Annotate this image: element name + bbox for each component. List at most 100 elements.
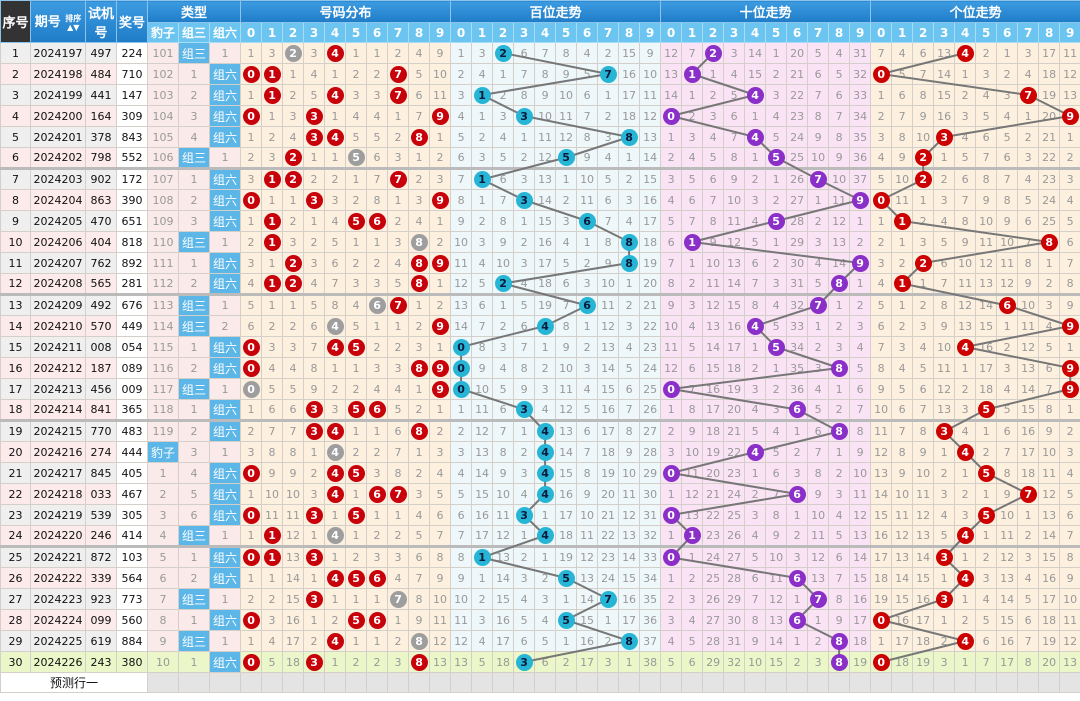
prediction-cell[interactable] xyxy=(408,672,431,693)
prediction-cell[interactable] xyxy=(178,672,210,693)
ge-cell: 10 xyxy=(933,336,956,358)
ge-cell: 15 xyxy=(912,567,935,589)
prediction-cell[interactable] xyxy=(639,672,662,693)
shi-cell: 4 xyxy=(765,105,788,127)
prediction-cell[interactable] xyxy=(450,672,473,693)
shi-cell: 8 xyxy=(681,399,704,421)
ge-cell: 3 xyxy=(1017,545,1040,568)
type-miss-cell: 8 xyxy=(147,609,179,631)
prediction-cell[interactable] xyxy=(1059,672,1080,693)
award-cell: 309 xyxy=(116,105,148,127)
sort-icon[interactable]: 排序 ▲▼ xyxy=(65,13,82,32)
ge-cell: 1 xyxy=(891,273,914,295)
prediction-cell[interactable] xyxy=(576,672,599,693)
ge-cell: 12 xyxy=(912,504,935,526)
prediction-cell[interactable] xyxy=(702,672,725,693)
prediction-cell[interactable] xyxy=(303,672,326,693)
prediction-cell[interactable] xyxy=(240,672,263,693)
shi-cell: 10 xyxy=(702,252,725,274)
dist-cell: 3 xyxy=(324,189,347,211)
dist-cell: 1 xyxy=(303,609,326,631)
issue-cell: 2024200 xyxy=(30,105,86,127)
seq-cell: 26 xyxy=(0,567,31,589)
shi-cell: 4 xyxy=(744,441,767,463)
ge-cell: 7 xyxy=(912,63,935,85)
prediction-cell[interactable] xyxy=(828,672,851,693)
dist-cell: 4 xyxy=(324,336,347,358)
bai-cell: 9 xyxy=(513,378,536,400)
ge-cell: 17 xyxy=(1038,42,1061,64)
shi-cell: 7 xyxy=(807,441,830,463)
issue-cell: 2024211 xyxy=(30,336,86,358)
shi-cell: 2 xyxy=(786,525,809,547)
shi-cell: 1 xyxy=(681,252,704,274)
type-miss-cell: 10 xyxy=(147,651,179,673)
dist-cell: 1 xyxy=(324,105,347,127)
prediction-cell[interactable] xyxy=(891,672,914,693)
ge-cell: 9 xyxy=(891,147,914,169)
shi-cell: 0 xyxy=(660,378,683,400)
prediction-cell[interactable] xyxy=(324,672,347,693)
issue-cell: 2024224 xyxy=(30,609,86,631)
bai-cell: 4 xyxy=(597,147,620,169)
prediction-cell[interactable] xyxy=(1017,672,1040,693)
dist-cell: 2 xyxy=(282,315,305,337)
prediction-cell[interactable] xyxy=(681,672,704,693)
dist-ball-icon: 5 xyxy=(347,149,365,166)
prediction-cell[interactable] xyxy=(723,672,746,693)
dist-ball-icon: 1 xyxy=(263,549,281,566)
prediction-cell[interactable] xyxy=(912,672,935,693)
prediction-cell[interactable] xyxy=(366,672,389,693)
prediction-cell[interactable] xyxy=(555,672,578,693)
ge-cell: 12 xyxy=(870,441,893,463)
ge-cell: 15 xyxy=(933,84,956,106)
dist-cell: 6 xyxy=(408,545,431,568)
prediction-cell[interactable] xyxy=(933,672,956,693)
bai-cell: 1 xyxy=(576,231,599,253)
prediction-cell[interactable] xyxy=(954,672,977,693)
shi-cell: 13 xyxy=(681,504,704,526)
prediction-cell[interactable] xyxy=(429,672,452,693)
table-row: 26 2024222 339 564 6 2 组六 1 1 14 1 4 5 6 4 7 9 9 1 14 3 2 5 13 2… xyxy=(0,567,1080,589)
issue-cell: 2024203 xyxy=(30,167,86,190)
prediction-cell[interactable] xyxy=(807,672,830,693)
prediction-cell[interactable] xyxy=(660,672,683,693)
prediction-cell[interactable] xyxy=(208,672,242,693)
prediction-cell[interactable] xyxy=(870,672,893,693)
prediction-cell[interactable] xyxy=(534,672,557,693)
dist-cell: 2 xyxy=(345,441,368,463)
prediction-cell[interactable] xyxy=(513,672,536,693)
ge-cell: 6 xyxy=(975,126,998,148)
ge-cell: 1 xyxy=(996,315,1019,337)
shi-cell: 6 xyxy=(786,399,809,421)
prediction-cell[interactable] xyxy=(345,672,368,693)
prediction-cell[interactable] xyxy=(597,672,620,693)
prediction-cell[interactable] xyxy=(849,672,872,693)
dist-cell: 6 xyxy=(366,210,389,232)
shi-cell: 1 xyxy=(660,483,683,505)
prediction-cell[interactable] xyxy=(261,672,284,693)
ge-digit-header: 5 xyxy=(975,22,998,43)
header-issue[interactable]: 期号 排序 ▲▼ xyxy=(30,0,86,43)
prediction-cell[interactable] xyxy=(786,672,809,693)
bai-cell: 2 xyxy=(597,105,620,127)
prediction-cell[interactable] xyxy=(471,672,494,693)
prediction-cell[interactable] xyxy=(744,672,767,693)
prediction-cell[interactable] xyxy=(996,672,1019,693)
prediction-cell[interactable] xyxy=(147,672,179,693)
type-miss-cell: 1 xyxy=(208,525,242,547)
shi-cell: 17 xyxy=(702,399,725,421)
bai-ball-icon: 4 xyxy=(536,527,554,544)
bai-cell: 6 xyxy=(492,167,515,190)
dist-cell: 4 xyxy=(324,483,347,505)
prediction-cell[interactable] xyxy=(282,672,305,693)
prediction-cell[interactable] xyxy=(1038,672,1061,693)
dist-cell: 1 xyxy=(429,336,452,358)
prediction-cell[interactable] xyxy=(387,672,410,693)
prediction-cell[interactable] xyxy=(618,672,641,693)
prediction-cell[interactable] xyxy=(975,672,998,693)
shi-cell: 1 xyxy=(744,147,767,169)
shi-ball-icon: 4 xyxy=(746,86,764,104)
prediction-cell[interactable] xyxy=(765,672,788,693)
prediction-cell[interactable] xyxy=(492,672,515,693)
